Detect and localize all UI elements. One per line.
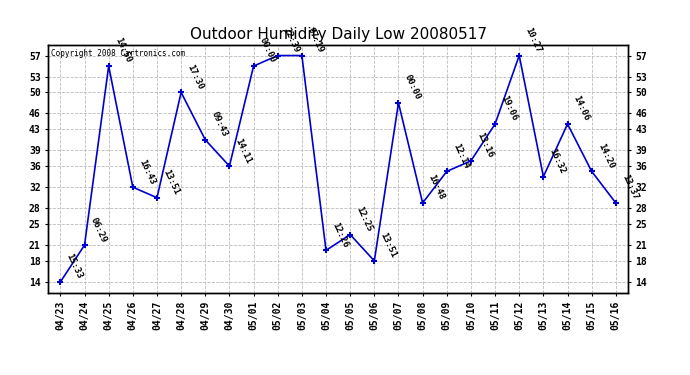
Text: 07:19: 07:19 xyxy=(306,26,326,54)
Text: 00:00: 00:00 xyxy=(258,36,277,64)
Text: 14:20: 14:20 xyxy=(596,142,615,170)
Text: 12:26: 12:26 xyxy=(331,221,350,249)
Title: Outdoor Humidity Daily Low 20080517: Outdoor Humidity Daily Low 20080517 xyxy=(190,27,486,42)
Text: 10:27: 10:27 xyxy=(524,26,543,54)
Text: 13:37: 13:37 xyxy=(620,173,640,202)
Text: 17:30: 17:30 xyxy=(186,63,205,91)
Text: Copyright 2008 Cartronics.com: Copyright 2008 Cartronics.com xyxy=(51,49,186,58)
Text: 09:43: 09:43 xyxy=(210,110,229,138)
Text: 14:50: 14:50 xyxy=(113,36,132,64)
Text: 12:14: 12:14 xyxy=(451,142,471,170)
Text: 16:43: 16:43 xyxy=(137,158,157,186)
Text: 14:06: 14:06 xyxy=(572,94,591,123)
Text: 14:11: 14:11 xyxy=(234,136,253,165)
Text: 19:06: 19:06 xyxy=(500,94,519,123)
Text: 13:51: 13:51 xyxy=(379,231,398,260)
Text: 16:48: 16:48 xyxy=(427,173,446,202)
Text: 06:29: 06:29 xyxy=(89,216,108,244)
Text: 16:32: 16:32 xyxy=(548,147,567,175)
Text: 00:00: 00:00 xyxy=(403,74,422,102)
Text: 15:33: 15:33 xyxy=(65,252,84,280)
Text: 13:51: 13:51 xyxy=(161,168,181,196)
Text: 22:39: 22:39 xyxy=(282,26,302,54)
Text: 13:16: 13:16 xyxy=(475,131,495,159)
Text: 12:25: 12:25 xyxy=(355,205,374,233)
